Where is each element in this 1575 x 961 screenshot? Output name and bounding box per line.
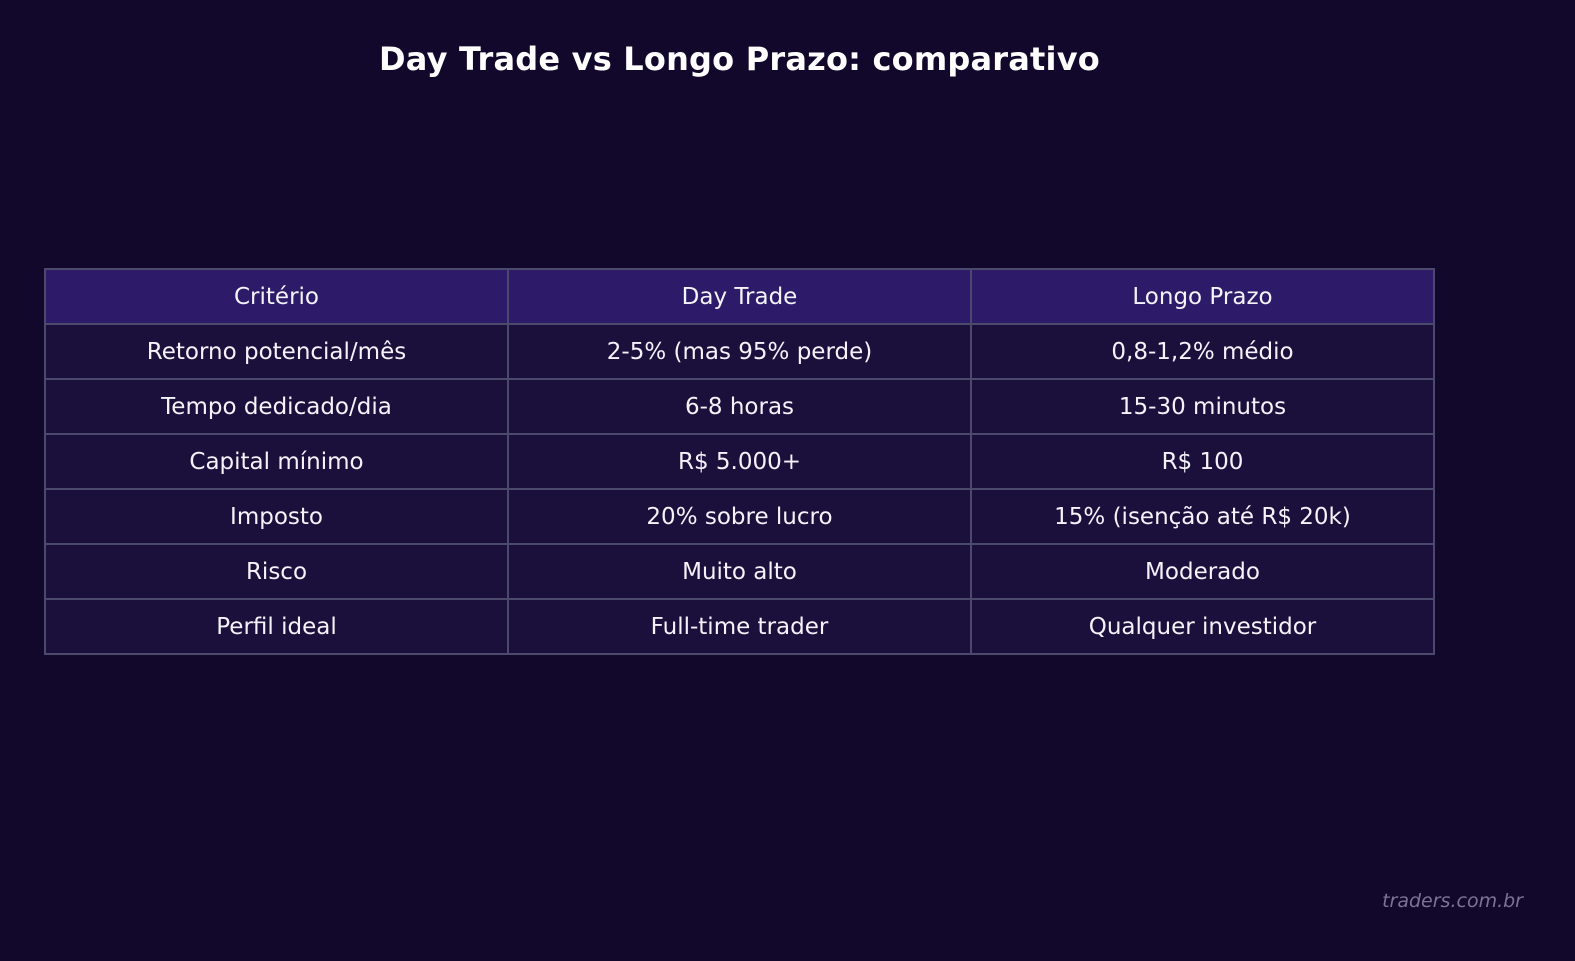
header-longo-prazo: Longo Prazo (970, 268, 1435, 325)
cell-criterio: Retorno potencial/mês (44, 323, 509, 380)
cell-day-trade: 2-5% (mas 95% perde) (507, 323, 972, 380)
cell-criterio: Tempo dedicado/dia (44, 378, 509, 435)
table-row: Perfil ideal Full-time trader Qualquer i… (44, 598, 1435, 655)
cell-longo-prazo: 15% (isenção até R$ 20k) (970, 488, 1435, 545)
comparison-table: Critério Day Trade Longo Prazo Retorno p… (44, 268, 1435, 655)
table-row: Retorno potencial/mês 2-5% (mas 95% perd… (44, 323, 1435, 380)
cell-criterio: Risco (44, 543, 509, 600)
header-day-trade: Day Trade (507, 268, 972, 325)
table-row: Tempo dedicado/dia 6-8 horas 15-30 minut… (44, 378, 1435, 435)
table-row: Capital mínimo R$ 5.000+ R$ 100 (44, 433, 1435, 490)
cell-longo-prazo: Moderado (970, 543, 1435, 600)
header-criterio: Critério (44, 268, 509, 325)
watermark: traders.com.br (1382, 890, 1523, 912)
cell-day-trade: R$ 5.000+ (507, 433, 972, 490)
cell-day-trade: Muito alto (507, 543, 972, 600)
cell-day-trade: 20% sobre lucro (507, 488, 972, 545)
table-row: Risco Muito alto Moderado (44, 543, 1435, 600)
table-row: Imposto 20% sobre lucro 15% (isenção até… (44, 488, 1435, 545)
cell-criterio: Imposto (44, 488, 509, 545)
cell-longo-prazo: 15-30 minutos (970, 378, 1435, 435)
table-header-row: Critério Day Trade Longo Prazo (44, 268, 1435, 325)
cell-day-trade: 6-8 horas (507, 378, 972, 435)
cell-criterio: Capital mínimo (44, 433, 509, 490)
cell-day-trade: Full-time trader (507, 598, 972, 655)
cell-longo-prazo: R$ 100 (970, 433, 1435, 490)
cell-longo-prazo: 0,8-1,2% médio (970, 323, 1435, 380)
cell-criterio: Perfil ideal (44, 598, 509, 655)
chart-title: Day Trade vs Longo Prazo: comparativo (379, 40, 1100, 78)
cell-longo-prazo: Qualquer investidor (970, 598, 1435, 655)
